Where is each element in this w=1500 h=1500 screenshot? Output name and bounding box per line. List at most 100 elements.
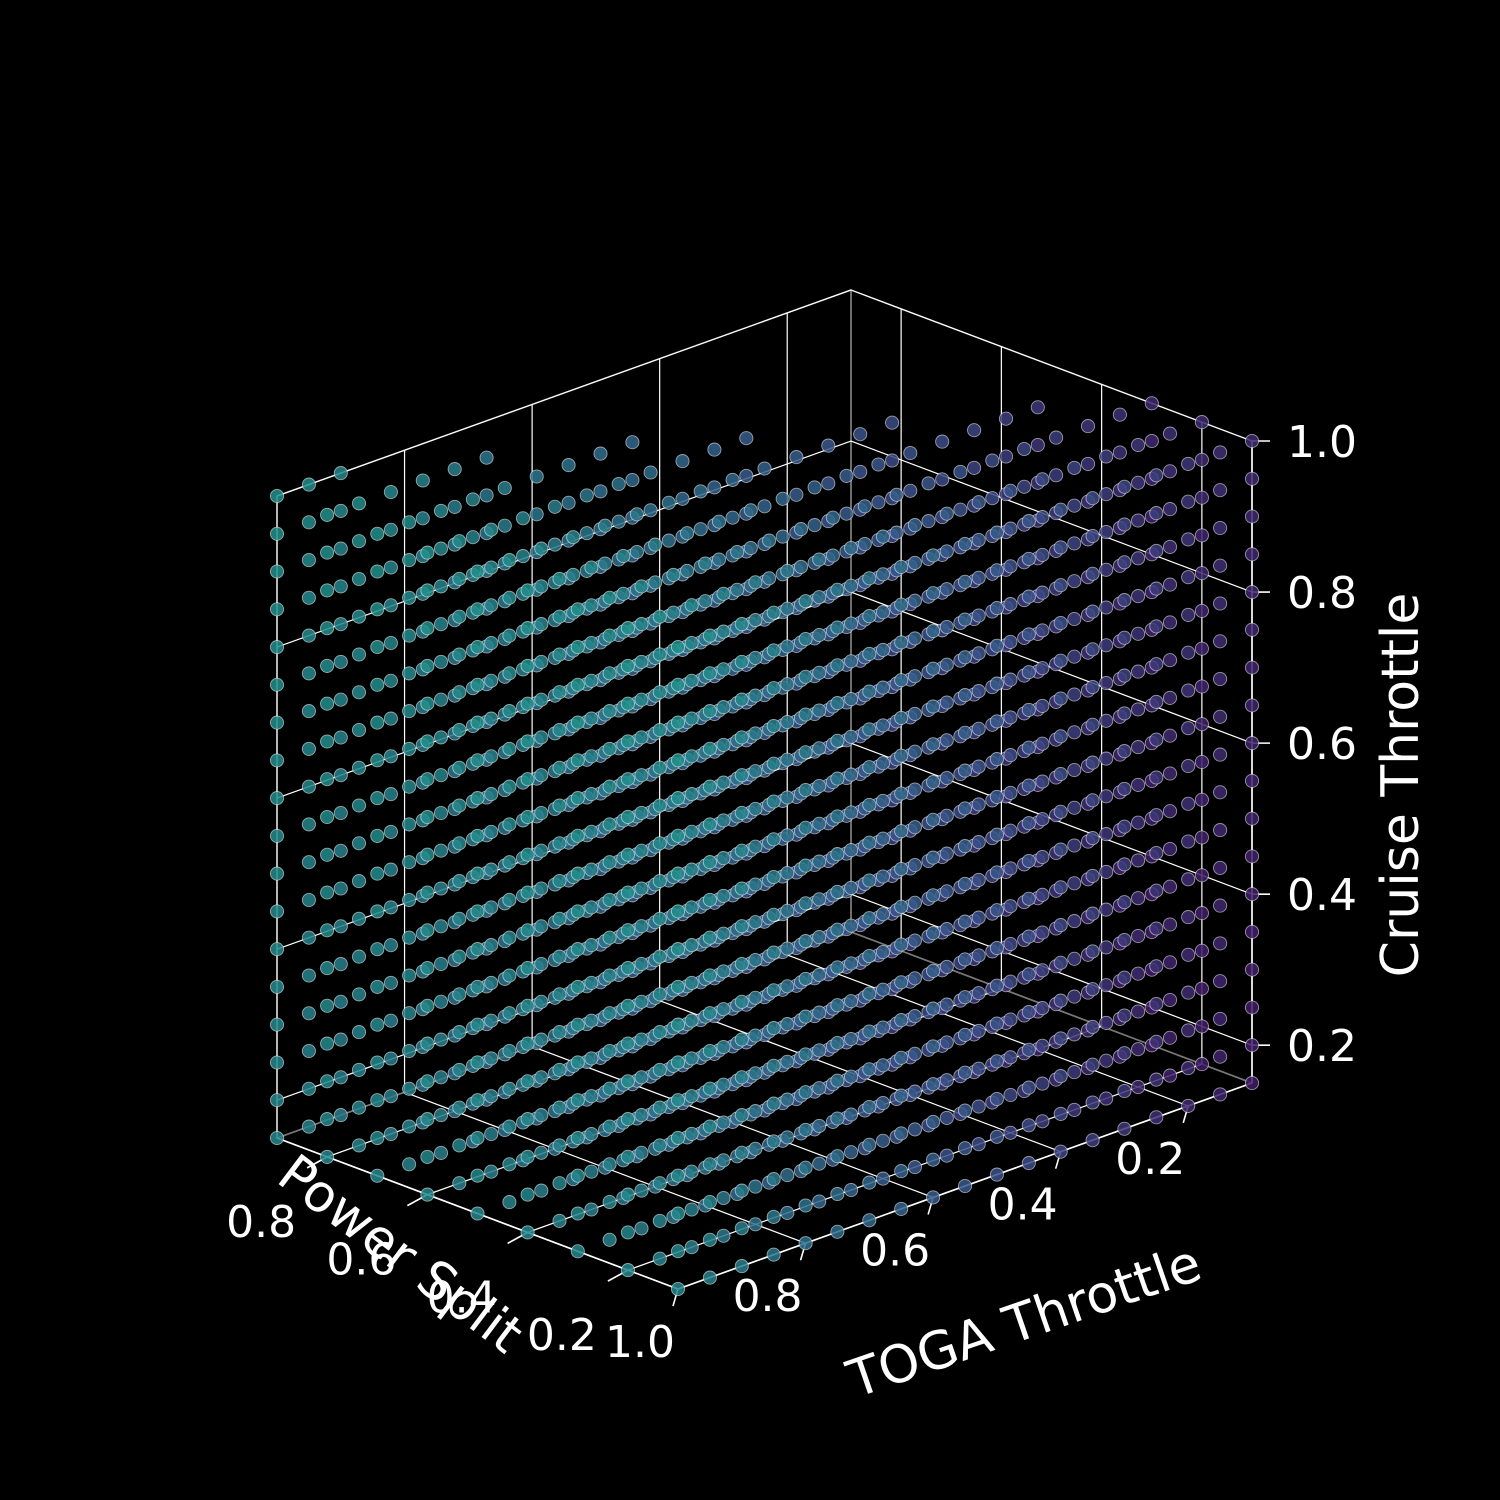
data-point bbox=[1194, 830, 1209, 845]
data-point bbox=[903, 483, 918, 498]
data-point bbox=[534, 843, 549, 858]
data-point bbox=[1244, 811, 1260, 826]
data-point bbox=[515, 549, 531, 564]
data-point bbox=[570, 1093, 585, 1108]
data-point bbox=[1003, 899, 1018, 914]
data-point bbox=[584, 635, 599, 651]
data-point bbox=[1099, 864, 1114, 879]
data-point bbox=[702, 1270, 717, 1285]
data-point bbox=[734, 1145, 749, 1160]
data-point bbox=[748, 1179, 763, 1194]
data-point bbox=[370, 602, 385, 617]
data-point bbox=[998, 449, 1014, 464]
data-point bbox=[643, 503, 658, 518]
data-point bbox=[821, 438, 836, 453]
data-point bbox=[748, 688, 763, 703]
data-point bbox=[1117, 857, 1132, 872]
data-point bbox=[652, 1062, 667, 1077]
data-point bbox=[602, 779, 617, 794]
data-point bbox=[780, 979, 795, 994]
data-point bbox=[1053, 918, 1068, 933]
data-point bbox=[1244, 547, 1260, 562]
data-point bbox=[584, 975, 599, 990]
data-point bbox=[939, 808, 954, 823]
data-point bbox=[1035, 849, 1050, 865]
data-point bbox=[702, 704, 717, 719]
data-point bbox=[1149, 1034, 1164, 1049]
data-point bbox=[971, 1099, 986, 1114]
data-point bbox=[1067, 498, 1082, 513]
data-point bbox=[634, 579, 649, 594]
data-point bbox=[652, 1251, 667, 1266]
data-point bbox=[1244, 962, 1260, 977]
data-point bbox=[971, 759, 986, 774]
data-point bbox=[1035, 887, 1050, 902]
data-point bbox=[1021, 816, 1036, 831]
data-point bbox=[798, 631, 813, 647]
data-point bbox=[1117, 630, 1132, 645]
data-point bbox=[520, 885, 535, 900]
data-point bbox=[520, 1036, 535, 1051]
data-point bbox=[534, 617, 549, 632]
data-point bbox=[420, 658, 435, 673]
data-point bbox=[716, 1039, 731, 1055]
data-point bbox=[957, 1027, 973, 1042]
data-point bbox=[383, 938, 398, 953]
data-point bbox=[1003, 597, 1018, 612]
data-point bbox=[875, 1133, 891, 1148]
data-point bbox=[812, 854, 827, 869]
data-point bbox=[1244, 736, 1260, 751]
data-point bbox=[844, 843, 859, 858]
data-point bbox=[1162, 653, 1178, 668]
data-point bbox=[534, 994, 549, 1009]
data-point bbox=[1085, 793, 1100, 808]
data-point bbox=[1099, 562, 1114, 577]
data-point bbox=[402, 1157, 417, 1172]
data-point bbox=[1213, 445, 1228, 460]
data-point bbox=[570, 1206, 585, 1221]
data-point bbox=[1117, 1121, 1132, 1136]
data-point bbox=[812, 1118, 827, 1133]
data-point bbox=[748, 877, 763, 892]
data-point bbox=[1067, 951, 1082, 966]
data-point bbox=[666, 605, 681, 620]
data-point bbox=[812, 552, 827, 567]
data-point bbox=[1213, 747, 1228, 762]
data-point bbox=[552, 987, 567, 1002]
data-point bbox=[734, 956, 749, 972]
data-point bbox=[652, 760, 667, 775]
data-point bbox=[402, 1006, 417, 1021]
data-point bbox=[1085, 944, 1100, 959]
data-point bbox=[1213, 483, 1228, 498]
data-point bbox=[351, 685, 367, 700]
data-point bbox=[547, 499, 562, 514]
data-point bbox=[534, 692, 549, 707]
data-point bbox=[830, 998, 845, 1013]
data-point bbox=[1067, 914, 1082, 929]
data-point bbox=[702, 666, 717, 681]
data-point bbox=[593, 446, 608, 461]
data-point bbox=[383, 711, 398, 726]
data-point bbox=[1244, 698, 1260, 713]
data-point bbox=[830, 922, 845, 937]
data-point bbox=[1131, 740, 1146, 755]
data-point bbox=[957, 876, 973, 891]
data-point bbox=[301, 930, 316, 945]
data-point bbox=[971, 948, 986, 963]
data-point bbox=[957, 725, 973, 740]
data-point bbox=[534, 654, 549, 669]
data-point bbox=[625, 472, 640, 488]
data-point bbox=[520, 734, 535, 749]
data-point bbox=[534, 919, 549, 934]
data-point bbox=[670, 639, 686, 655]
data-point bbox=[1194, 452, 1209, 467]
data-point bbox=[1131, 928, 1146, 944]
data-point bbox=[798, 971, 813, 986]
data-point bbox=[1213, 1049, 1228, 1064]
data-point bbox=[1149, 770, 1164, 785]
data-point bbox=[907, 933, 922, 948]
data-point bbox=[520, 621, 535, 636]
data-point bbox=[470, 1130, 485, 1146]
data-point bbox=[889, 525, 904, 540]
data-point bbox=[470, 791, 485, 806]
